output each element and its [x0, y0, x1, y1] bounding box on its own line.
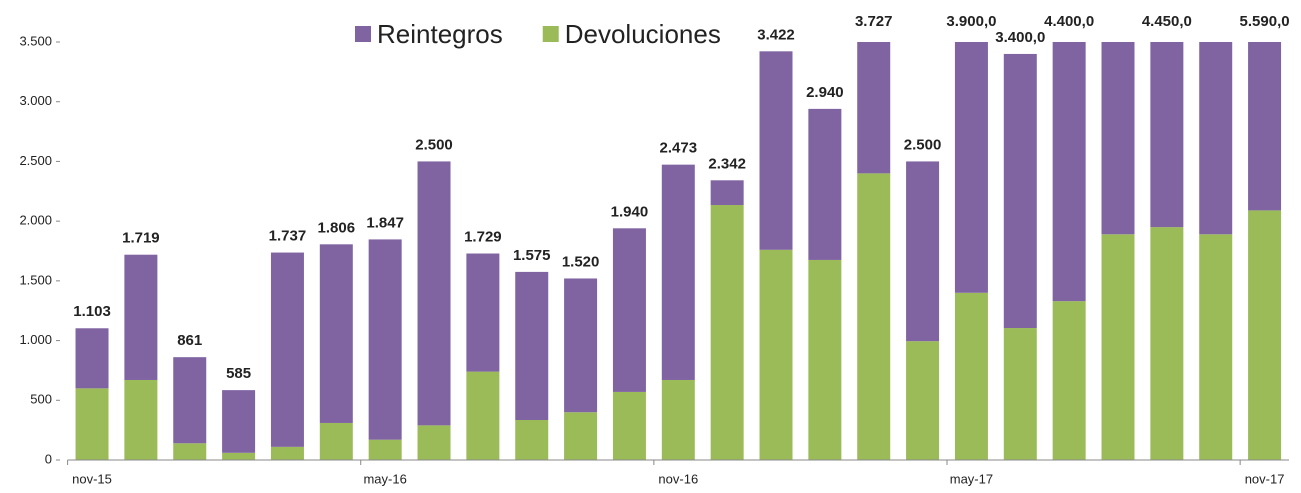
- total-label: 1.575: [513, 247, 551, 264]
- bar-segment: [906, 341, 940, 460]
- bar-segment: [319, 244, 353, 423]
- total-label: 1.806: [318, 219, 356, 236]
- legend-swatch: [355, 26, 371, 42]
- bar-segment: [319, 422, 353, 460]
- bar-segment: [124, 254, 158, 380]
- bar-segment: [173, 443, 207, 460]
- bar-segment: [857, 173, 891, 460]
- x-tick-label: nov-15: [72, 471, 112, 486]
- legend-swatch: [542, 26, 559, 42]
- y-tick-label: 1.000: [19, 332, 52, 347]
- bar-segment: [1199, 234, 1233, 460]
- bar-segment: [270, 252, 304, 447]
- bar-segment: [564, 278, 598, 413]
- total-label: 1.729: [464, 228, 502, 245]
- bar-segment: [1101, 234, 1135, 460]
- bar-segment: [759, 51, 793, 250]
- total-label: 2.500: [415, 136, 453, 153]
- total-label: 1.847: [366, 214, 404, 231]
- bar-segment: [270, 446, 304, 460]
- bar-segment: [661, 164, 695, 380]
- y-tick-label: 3.500: [19, 33, 52, 48]
- bar-segment: [808, 259, 842, 460]
- bar-segment: [1248, 42, 1282, 211]
- bar-segment: [466, 371, 500, 460]
- total-label: 861: [177, 332, 202, 349]
- bar-segment: [1003, 53, 1037, 329]
- y-tick-label: 0: [45, 451, 52, 466]
- bar-segment: [1248, 210, 1282, 460]
- bar-segment: [417, 425, 451, 460]
- x-tick-label: nov-16: [658, 471, 698, 486]
- bar-segment: [954, 292, 988, 460]
- y-tick-label: 500: [30, 392, 52, 407]
- bar-segment: [710, 205, 744, 460]
- y-tick-label: 3.000: [19, 93, 52, 108]
- total-label: 2.940: [806, 84, 844, 101]
- total-label: 1.737: [269, 228, 307, 245]
- total-label: 1.719: [122, 230, 160, 247]
- bar-segment: [515, 271, 549, 420]
- bar-segment: [759, 249, 793, 460]
- plot-area: [75, 42, 1282, 460]
- total-label: 3.900,0: [946, 13, 996, 30]
- bar-segment: [222, 452, 256, 460]
- bar-segment: [1003, 328, 1037, 460]
- bar-segment: [515, 419, 549, 460]
- bar-segment: [75, 328, 109, 389]
- total-label: 5.590,0: [1240, 13, 1290, 30]
- bar-segment: [1199, 42, 1233, 235]
- bar-segment: [857, 42, 891, 174]
- bar-segment: [368, 439, 402, 460]
- bar-segment: [124, 379, 158, 460]
- x-tick-label: may-16: [363, 471, 406, 486]
- bar-segment: [612, 391, 646, 460]
- bar-segment: [1052, 301, 1086, 460]
- bar-segment: [808, 108, 842, 260]
- x-tick-label: nov-17: [1245, 471, 1285, 486]
- y-tick-label: 2.000: [19, 213, 52, 228]
- total-label: 4.400,0: [1044, 13, 1094, 30]
- bar-segment: [564, 412, 598, 460]
- bar-segment: [1150, 42, 1184, 228]
- total-label: 1.520: [562, 253, 600, 270]
- y-tick-label: 2.500: [19, 153, 52, 168]
- total-label: 2.342: [708, 155, 746, 172]
- legend-label: Devoluciones: [565, 19, 721, 49]
- legend-label: Reintegros: [377, 19, 503, 49]
- bar-segment: [75, 388, 109, 460]
- total-label: 3.727: [855, 13, 893, 30]
- bar-segment: [1150, 227, 1184, 460]
- bar-segment: [710, 180, 744, 206]
- total-label: 3.400,0: [995, 29, 1045, 46]
- bar-segment: [1101, 42, 1135, 235]
- bar-segment: [222, 390, 256, 453]
- total-label: 1.940: [611, 203, 649, 220]
- y-tick-label: 1.500: [19, 272, 52, 287]
- bar-segment: [417, 161, 451, 426]
- bar-segment: [906, 161, 940, 342]
- total-label: 4.450,0: [1142, 13, 1192, 30]
- total-label: 3.422: [757, 26, 795, 43]
- x-tick-label: may-17: [950, 471, 993, 486]
- bar-segment: [661, 379, 695, 460]
- bar-segment: [368, 239, 402, 440]
- bar-segment: [173, 357, 207, 444]
- total-label: 2.473: [660, 140, 698, 157]
- bar-segment: [466, 253, 500, 372]
- bar-segment: [1052, 42, 1086, 302]
- bar-segment: [612, 228, 646, 392]
- bar-segment: [954, 42, 988, 293]
- total-label: 1.103: [73, 303, 111, 320]
- total-label: 585: [226, 365, 251, 382]
- total-label: 2.500: [904, 136, 942, 153]
